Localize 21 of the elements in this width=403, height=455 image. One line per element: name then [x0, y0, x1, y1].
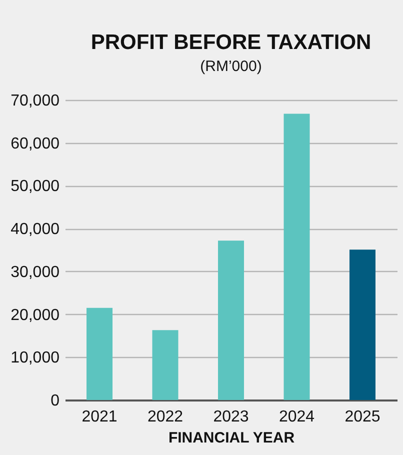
- chart-subtitle: (RM’000): [200, 58, 262, 75]
- x-tick-label: 2024: [278, 408, 315, 426]
- y-tick-label: 10,000: [10, 350, 60, 367]
- y-tick-label: 30,000: [10, 264, 60, 281]
- y-tick-label: 20,000: [10, 306, 60, 324]
- y-tick-label: 0: [50, 392, 60, 410]
- x-tick-label: 2021: [82, 408, 118, 426]
- x-tick-label: 2023: [213, 408, 249, 426]
- bar: [218, 240, 244, 400]
- bar: [284, 114, 310, 400]
- bar: [86, 308, 113, 400]
- bar: [349, 250, 376, 400]
- chart-title: PROFIT BEFORE TAXATION: [90, 31, 372, 54]
- x-tick-label: 2022: [147, 408, 184, 426]
- y-tick-label: 70,000: [10, 92, 60, 110]
- bar: [152, 330, 178, 400]
- x-axis-title: FINANCIAL YEAR: [168, 430, 295, 446]
- y-tick-label: 60,000: [10, 135, 60, 152]
- y-tick-label: 50,000: [10, 178, 60, 196]
- y-tick-label: 40,000: [10, 221, 60, 238]
- x-tick-label: 2025: [344, 408, 380, 426]
